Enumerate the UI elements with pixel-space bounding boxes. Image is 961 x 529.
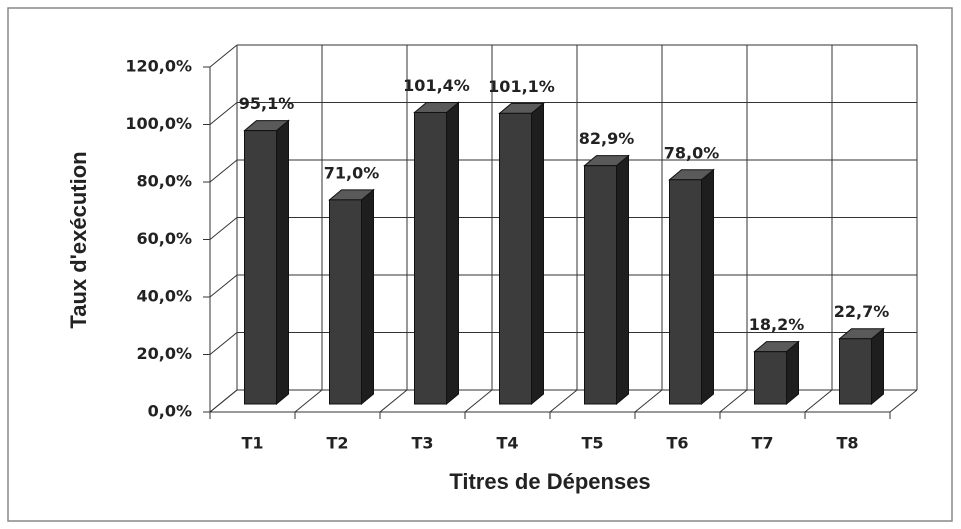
grid-line <box>549 389 578 413</box>
y-tick-label: 60,0% <box>136 229 192 248</box>
bar <box>413 101 460 406</box>
grid-line <box>804 389 833 413</box>
x-tick-label: T5 <box>581 434 603 453</box>
x-tick-label: T2 <box>326 434 348 453</box>
grid-line <box>209 44 238 68</box>
bar-face <box>329 199 362 405</box>
x-tick-label: T1 <box>241 434 263 453</box>
bar <box>328 188 375 406</box>
data-label: 82,9% <box>579 129 635 148</box>
bar-face <box>839 338 872 405</box>
bar <box>753 340 800 406</box>
bar-face <box>244 130 277 405</box>
bar-side <box>276 119 289 406</box>
bar-side <box>446 101 459 406</box>
bar-side <box>361 188 374 406</box>
grid-line <box>379 389 408 413</box>
chart-frame <box>7 7 953 522</box>
grid-line <box>209 274 238 298</box>
y-tick-label: 20,0% <box>136 344 192 363</box>
grid-line <box>464 389 493 413</box>
grid-line <box>294 389 323 413</box>
x-axis-title: Titres de Dépenses <box>449 469 650 494</box>
bar-side <box>871 327 884 406</box>
y-tick-label: 0,0% <box>148 402 192 421</box>
bar-side <box>531 102 544 406</box>
data-label: 101,1% <box>488 77 555 96</box>
x-tick-label: T6 <box>666 434 688 453</box>
data-label: 22,7% <box>834 302 890 321</box>
grid-line <box>634 389 663 413</box>
bar <box>668 168 715 406</box>
grid-line <box>209 159 238 183</box>
y-tick-label: 80,0% <box>136 172 192 191</box>
x-tick-label: T7 <box>751 434 773 453</box>
grid-line <box>209 389 238 413</box>
grid-line <box>209 332 238 355</box>
data-label: 78,0% <box>664 143 720 162</box>
grid-line <box>209 217 238 240</box>
bar-side <box>786 340 799 406</box>
bar-face <box>414 111 447 405</box>
y-axis-title: Taux d'exécution <box>66 151 91 328</box>
grid-line <box>719 389 748 413</box>
y-tick-label: 40,0% <box>136 287 192 306</box>
bar-face <box>669 179 702 405</box>
x-tick-label: T3 <box>411 434 433 453</box>
y-tick-label: 100,0% <box>125 114 192 133</box>
grid-line <box>889 389 918 413</box>
bar-face <box>584 165 617 405</box>
bar <box>243 119 290 406</box>
data-label: 18,2% <box>749 315 805 334</box>
bar-side <box>701 168 714 406</box>
bar <box>838 327 885 406</box>
x-tick-label: T8 <box>836 434 858 453</box>
bar <box>498 102 545 406</box>
grid-line <box>209 102 238 125</box>
bar <box>583 154 630 406</box>
y-tick-label: 120,0% <box>125 57 192 76</box>
bar-side <box>616 154 629 406</box>
bar-face <box>499 112 532 405</box>
data-label: 101,4% <box>403 76 470 95</box>
data-label: 71,0% <box>324 163 380 182</box>
bar-face <box>754 351 787 405</box>
data-label: 95,1% <box>239 94 295 113</box>
x-tick-label: T4 <box>496 434 518 453</box>
